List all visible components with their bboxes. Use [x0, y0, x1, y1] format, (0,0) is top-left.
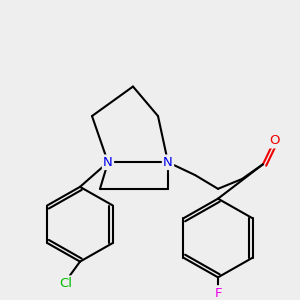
Text: Cl: Cl — [59, 277, 73, 290]
Text: N: N — [103, 156, 113, 169]
Text: F: F — [214, 286, 222, 300]
Text: O: O — [270, 134, 280, 147]
Text: N: N — [163, 156, 173, 169]
